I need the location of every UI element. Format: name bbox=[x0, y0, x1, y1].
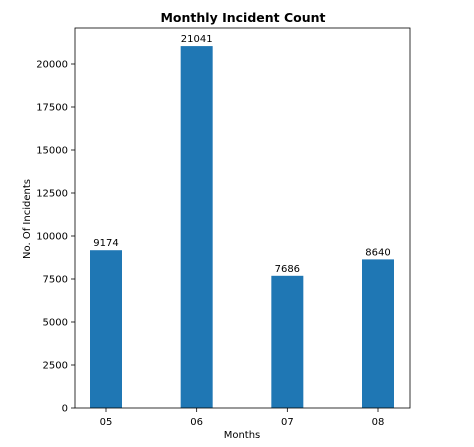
x-tick-label-05: 05 bbox=[100, 417, 113, 428]
y-tick-label-20000: 20000 bbox=[36, 59, 68, 70]
data-labels: 9174 21041 7686 8640 bbox=[93, 34, 390, 275]
bar-07 bbox=[271, 276, 303, 408]
y-tick-label-0: 0 bbox=[62, 404, 68, 415]
chart-title: Monthly Incident Count bbox=[160, 10, 325, 25]
x-tick-label-07: 07 bbox=[281, 417, 294, 428]
x-axis-label: Months bbox=[224, 430, 261, 441]
y-tick-label-5000: 5000 bbox=[43, 317, 68, 328]
plot-frame bbox=[75, 28, 410, 408]
bar-08 bbox=[362, 259, 394, 408]
data-label-05: 9174 bbox=[93, 238, 118, 249]
x-tick-label-08: 08 bbox=[372, 417, 385, 428]
y-tick-label-17500: 17500 bbox=[36, 102, 68, 113]
data-label-07: 7686 bbox=[275, 264, 300, 275]
bar-05 bbox=[90, 250, 122, 408]
bar-06 bbox=[181, 46, 213, 408]
y-tick-label-12500: 12500 bbox=[36, 188, 68, 199]
x-tick-label-06: 06 bbox=[190, 417, 203, 428]
y-tick-label-15000: 15000 bbox=[36, 145, 68, 156]
y-tick-label-2500: 2500 bbox=[43, 360, 68, 371]
y-tick-label-10000: 10000 bbox=[36, 231, 68, 242]
bars-group bbox=[90, 46, 394, 408]
data-label-06: 21041 bbox=[181, 34, 213, 45]
y-axis-ticks: 0 2500 5000 7500 10000 12500 15000 17500 20000 bbox=[36, 59, 75, 414]
data-label-08: 8640 bbox=[365, 247, 390, 258]
x-axis-ticks: 05 06 07 08 bbox=[100, 408, 385, 428]
y-tick-label-7500: 7500 bbox=[43, 274, 68, 285]
y-axis-label: No. Of Incidents bbox=[22, 179, 33, 259]
